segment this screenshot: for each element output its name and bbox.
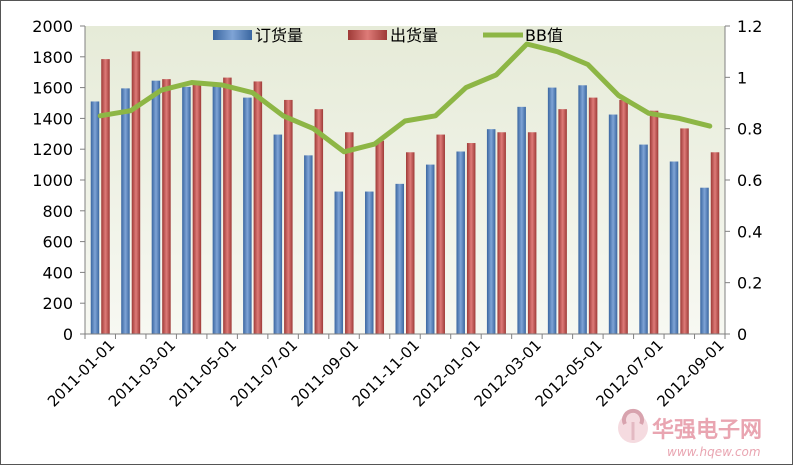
bb-ratio-line (97, 41, 713, 155)
shipment-bar-6 (284, 99, 293, 334)
order-bar-8 (334, 191, 344, 334)
order-bar-12 (456, 151, 465, 334)
right-tick-label-4: 0.8 (737, 120, 762, 139)
left-tick-label-6: 1200 (32, 140, 73, 159)
order-bar-13 (486, 129, 496, 334)
legend-label-2: BB值 (525, 26, 563, 45)
shipment-bar-19 (680, 128, 689, 334)
order-bar-17 (608, 114, 618, 334)
order-bar-16 (578, 85, 587, 334)
shipment-bar-15 (558, 109, 567, 334)
left-tick-label-8: 1600 (32, 79, 73, 98)
order-bar-2 (151, 80, 161, 334)
right-tick-label-5: 1 (737, 68, 747, 87)
order-bar-18 (639, 144, 648, 334)
order-bar-11 (425, 164, 435, 334)
order-bar-1 (121, 88, 130, 335)
right-tick-label-2: 0.4 (737, 222, 762, 241)
order-bar-4 (212, 85, 222, 334)
shipment-bar-17 (619, 99, 628, 334)
order-bar-9 (365, 191, 374, 334)
shipment-bar-10 (406, 152, 415, 334)
shipment-bar-18 (649, 110, 659, 334)
legend-swatch-1 (348, 30, 387, 40)
order-bar-10 (395, 183, 404, 334)
plot-area (85, 26, 725, 334)
order-bar-20 (700, 187, 709, 334)
order-bar-5 (243, 97, 252, 334)
shipment-bar-1 (131, 51, 141, 334)
shipment-bar-9 (375, 140, 385, 334)
watermark-logo: 华强电子网 www.hqew.com (618, 408, 762, 459)
shipment-bar-3 (192, 84, 202, 335)
left-tick-label-5: 1000 (32, 171, 73, 190)
shipment-bar-13 (497, 132, 506, 334)
shipment-bar-20 (710, 152, 720, 334)
legend-label-0: 订货量 (255, 26, 303, 45)
left-tick-label-2: 400 (42, 263, 73, 282)
left-tick-label-9: 1800 (32, 48, 73, 67)
order-bar-14 (517, 106, 526, 334)
shipment-bar-11 (436, 134, 445, 334)
shipment-bar-8 (345, 132, 354, 334)
right-tick-label-3: 0.6 (737, 171, 762, 190)
shipment-bar-0 (101, 59, 110, 335)
shipment-bar-16 (588, 97, 598, 334)
left-tick-label-0: 0 (63, 325, 73, 344)
legend-swatch-0 (213, 30, 252, 40)
watermark-url: www.hqew.com (667, 445, 761, 459)
order-bar-7 (304, 155, 313, 334)
left-tick-label-3: 600 (42, 233, 73, 252)
right-tick-label-0: 0 (737, 325, 747, 344)
watermark-brand: 华强电子网 (652, 417, 762, 443)
left-tick-label-4: 800 (42, 202, 73, 221)
shipment-bar-4 (223, 77, 232, 334)
left-tick-label-7: 1400 (32, 109, 73, 128)
shipment-bar-2 (162, 79, 171, 334)
right-tick-label-6: 1.2 (737, 17, 762, 36)
left-tick-label-1: 200 (42, 294, 73, 313)
order-bar-19 (669, 161, 679, 334)
shipment-bar-5 (253, 81, 263, 334)
legend-label-1: 出货量 (390, 26, 438, 45)
shipment-bar-7 (314, 109, 324, 334)
left-tick-label-10: 2000 (32, 17, 73, 36)
order-bar-0 (90, 101, 100, 335)
shipment-bar-14 (527, 132, 537, 334)
shipment-bar-12 (466, 143, 476, 334)
order-bar-6 (273, 134, 283, 334)
right-tick-label-1: 0.2 (737, 274, 762, 293)
order-bar-3 (182, 86, 191, 334)
order-bar-15 (547, 87, 557, 334)
